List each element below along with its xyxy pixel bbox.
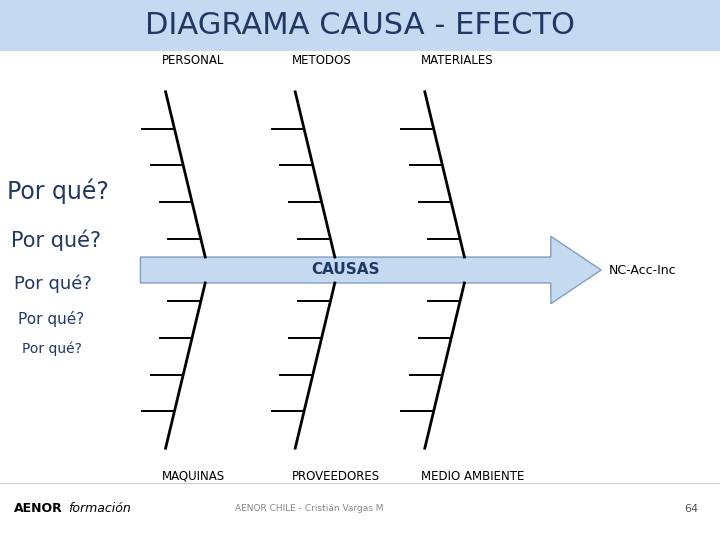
Text: DIAGRAMA CAUSA - EFECTO: DIAGRAMA CAUSA - EFECTO <box>145 11 575 40</box>
Text: CAUSAS: CAUSAS <box>311 262 380 278</box>
FancyArrow shape <box>140 237 601 303</box>
Text: AENOR: AENOR <box>14 502 63 515</box>
Text: Por qué?: Por qué? <box>18 310 84 327</box>
FancyBboxPatch shape <box>0 0 720 51</box>
Text: PERSONAL: PERSONAL <box>162 55 225 68</box>
Text: PROVEEDORES: PROVEEDORES <box>292 470 379 483</box>
Text: Por qué?: Por qué? <box>11 230 101 251</box>
Text: 64: 64 <box>684 504 698 514</box>
Text: Por qué?: Por qué? <box>14 274 92 293</box>
Text: METODOS: METODOS <box>292 55 351 68</box>
Text: AENOR CHILE - Cristián Vargas M: AENOR CHILE - Cristián Vargas M <box>235 504 384 513</box>
Text: MATERIALES: MATERIALES <box>421 55 494 68</box>
Text: Por qué?: Por qué? <box>22 341 81 355</box>
Text: Por qué?: Por qué? <box>7 179 109 205</box>
Text: formación: formación <box>68 502 131 515</box>
Text: NC-Acc-Inc: NC-Acc-Inc <box>608 264 676 276</box>
Text: MAQUINAS: MAQUINAS <box>162 470 225 483</box>
Text: MEDIO AMBIENTE: MEDIO AMBIENTE <box>421 470 525 483</box>
